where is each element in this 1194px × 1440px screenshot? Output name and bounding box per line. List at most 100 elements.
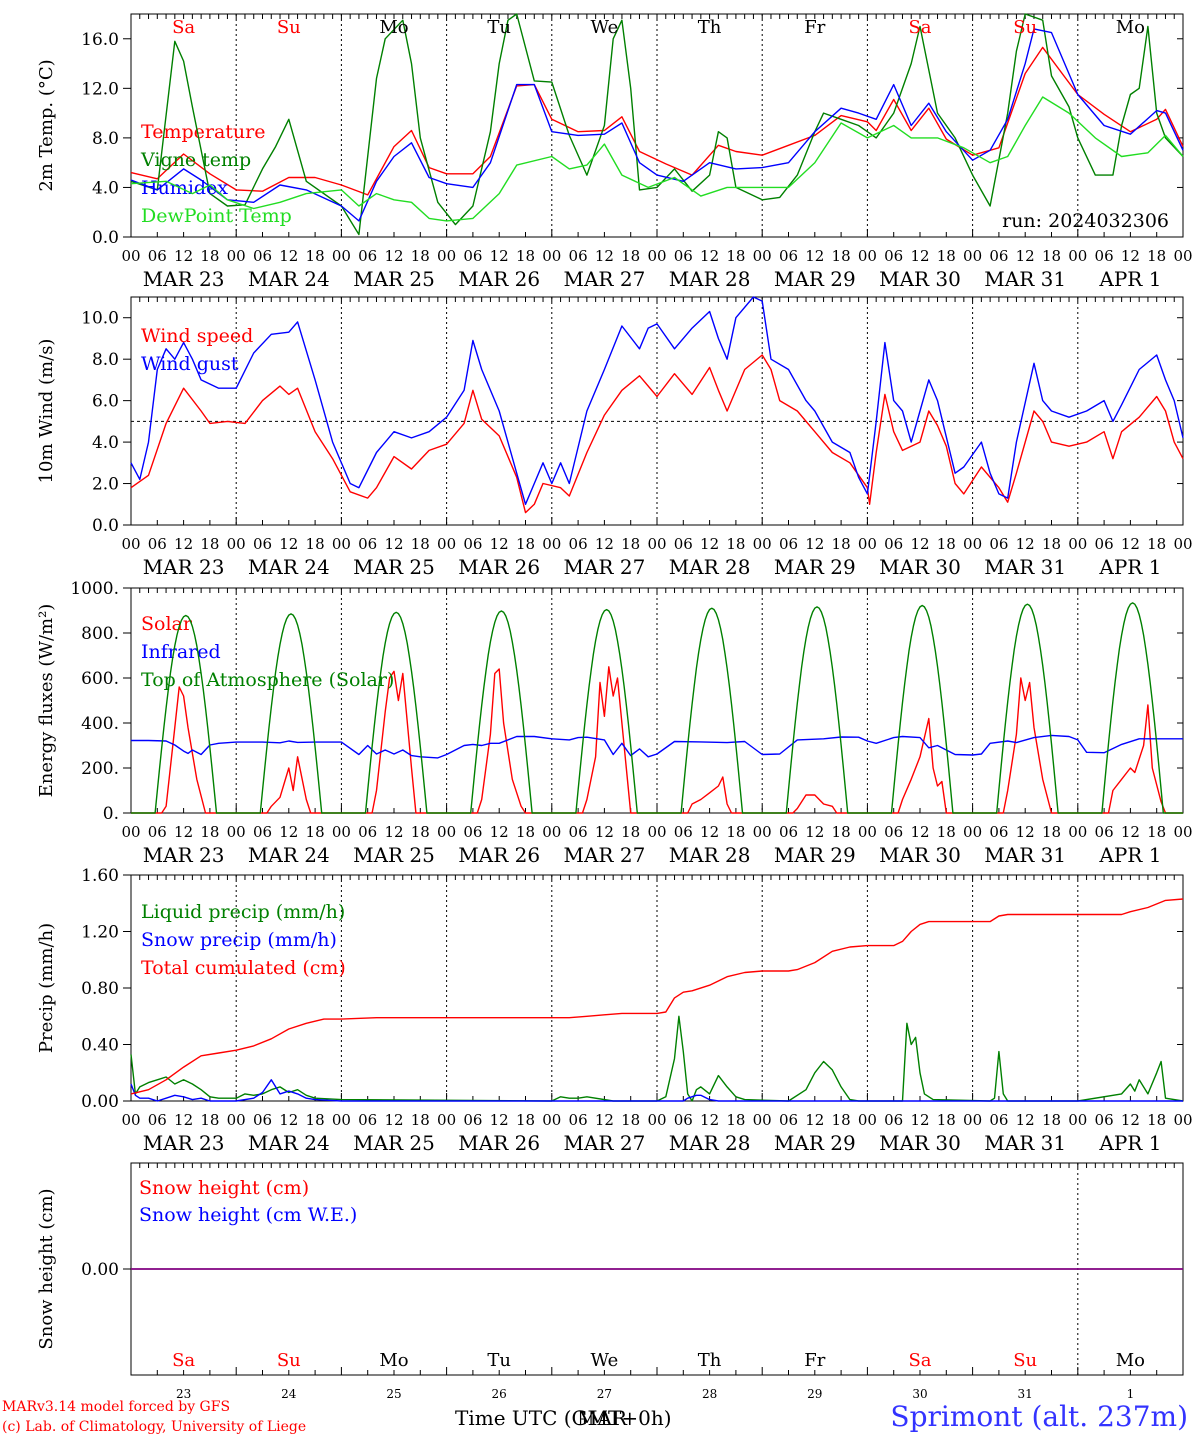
hour-tick-label: 12	[279, 247, 298, 265]
series-line-humidex	[130, 28, 1184, 222]
weekday-label: Sa	[908, 1350, 931, 1371]
hour-tick-label: 18	[621, 1111, 640, 1129]
hour-tick-label: 00	[858, 1111, 877, 1129]
series-line-temperature	[130, 46, 1184, 196]
hour-tick-label: 12	[384, 535, 403, 553]
date-label: MAR 26	[458, 555, 540, 579]
date-label: MAR 24	[248, 555, 330, 579]
hour-tick-label: 06	[884, 1111, 903, 1129]
date-label: MAR 25	[353, 267, 435, 291]
hour-tick-label: 00	[332, 1111, 351, 1129]
legend-entry: Top of Atmosphere (Solar)	[141, 669, 394, 691]
hour-tick-label: 18	[832, 247, 851, 265]
hour-tick-label: 00	[542, 247, 561, 265]
day-number-label: 26	[492, 1387, 507, 1401]
x-axis-label-overprint: MAR	[577, 1406, 627, 1430]
hour-tick-label: 18	[1042, 247, 1061, 265]
hour-tick-label: 00	[647, 1111, 666, 1129]
date-label: MAR 26	[458, 1131, 540, 1155]
date-label: MAR 30	[879, 555, 961, 579]
hour-tick-label: 12	[1121, 247, 1140, 265]
day-number-label: 28	[702, 1387, 717, 1401]
weekday-label: Mo	[1116, 1350, 1145, 1371]
hour-tick-label: 06	[674, 247, 693, 265]
hour-tick-label: 06	[569, 823, 588, 841]
date-label: MAR 28	[669, 843, 751, 867]
hour-tick-label: 18	[937, 535, 956, 553]
hour-tick-label: 18	[621, 823, 640, 841]
hour-tick-label: 06	[1095, 535, 1114, 553]
y-axis-label: Precip (mm/h)	[36, 923, 57, 1053]
date-label: MAR 28	[669, 267, 751, 291]
hour-tick-label: 00	[963, 247, 982, 265]
hour-tick-label: 06	[148, 1111, 167, 1129]
hour-tick-label: 18	[516, 535, 535, 553]
date-label: MAR 24	[248, 267, 330, 291]
legend-entry: Humidex	[141, 177, 228, 199]
weekday-label: Su	[1013, 17, 1037, 38]
hour-tick-label: 18	[1042, 535, 1061, 553]
hour-tick-label: 12	[805, 247, 824, 265]
x-axis-label: Time UTC (GMT+0h)	[455, 1406, 672, 1430]
legend-entry: Wind speed	[141, 325, 253, 347]
hour-tick-label: 12	[1121, 1111, 1140, 1129]
day-number-label: 23	[176, 1387, 191, 1401]
date-label: MAR 27	[564, 555, 646, 579]
date-label: MAR 23	[143, 1131, 225, 1155]
y-tick-label: 600.	[81, 669, 119, 689]
hour-tick-label: 06	[463, 823, 482, 841]
hour-tick-label: 18	[411, 1111, 430, 1129]
y-tick-label: 0.	[103, 804, 119, 824]
panel-3: 0. 200. 400. 600. 800. 1000. Energy fluxes (W/…	[36, 579, 1193, 867]
hour-tick-label: 00	[332, 247, 351, 265]
hour-tick-label: 12	[1016, 247, 1035, 265]
hour-tick-label: 12	[595, 535, 614, 553]
date-label: MAR 27	[564, 1131, 646, 1155]
hour-tick-label: 00	[753, 823, 772, 841]
hour-tick-label: 12	[700, 823, 719, 841]
hour-tick-label: 18	[411, 247, 430, 265]
day-number-label: 24	[281, 1387, 297, 1401]
day-number-label: 30	[912, 1387, 927, 1401]
day-number-label: 1	[1127, 1387, 1135, 1401]
hour-tick-label: 00	[227, 823, 246, 841]
legend-entry: Wind gust	[141, 353, 239, 375]
hour-tick-label: 12	[595, 823, 614, 841]
hour-tick-label: 12	[1016, 823, 1035, 841]
weekday-label: Mo	[1116, 17, 1145, 38]
hour-tick-label: 06	[674, 535, 693, 553]
y-tick-label: 0.00	[81, 1092, 119, 1112]
hour-tick-label: 00	[963, 535, 982, 553]
date-label: APR 1	[1098, 267, 1161, 291]
hour-tick-label: 06	[358, 823, 377, 841]
model-credit: MARv3.14 model forced by GFS	[2, 1399, 231, 1415]
panel-5: 0.00 Snow height (cm) Snow height (cm) Snow…	[36, 1162, 1184, 1401]
hour-tick-label: 18	[516, 247, 535, 265]
series-line-infrared	[131, 734, 1183, 759]
y-tick-label: 1000.	[70, 579, 119, 599]
hour-tick-label: 06	[569, 1111, 588, 1129]
hour-tick-label: 06	[358, 247, 377, 265]
series-line-total-cumulated-cm-	[130, 898, 1184, 1095]
hour-tick-label: 18	[1042, 1111, 1061, 1129]
date-label: APR 1	[1098, 1131, 1161, 1155]
hour-tick-label: 00	[1068, 247, 1087, 265]
hour-tick-label: 18	[411, 823, 430, 841]
date-label: MAR 29	[774, 843, 856, 867]
legend-entry: Solar	[141, 613, 193, 635]
y-axis-label: Snow height (cm)	[36, 1188, 57, 1349]
hour-tick-label: 00	[753, 247, 772, 265]
y-tick-label: 10.0	[81, 309, 119, 329]
hour-tick-label: 18	[306, 823, 325, 841]
hour-tick-label: 12	[805, 1111, 824, 1129]
hour-tick-label: 06	[779, 1111, 798, 1129]
legend-entry: Snow height (cm W.E.)	[139, 1204, 357, 1226]
hour-tick-label: 06	[253, 1111, 272, 1129]
hour-tick-label: 00	[963, 823, 982, 841]
hour-tick-label: 18	[832, 535, 851, 553]
hour-tick-label: 06	[1095, 823, 1114, 841]
hour-tick-label: 06	[674, 1111, 693, 1129]
hour-tick-label: 06	[148, 247, 167, 265]
hour-tick-label: 06	[1095, 247, 1114, 265]
